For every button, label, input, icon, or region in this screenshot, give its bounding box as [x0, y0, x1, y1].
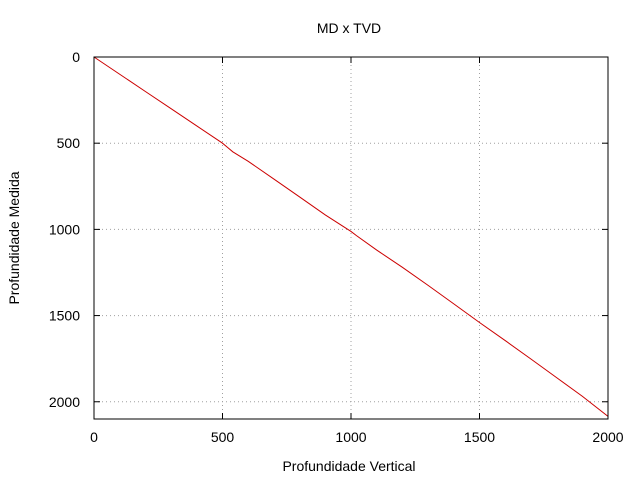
- y-tick-label: 1500: [49, 308, 80, 324]
- x-axis-label: Profundidade Vertical: [282, 458, 415, 474]
- y-axis-label: Profundidade Medida: [6, 171, 22, 304]
- x-tick-label: 500: [211, 429, 235, 445]
- chart-title: MD x TVD: [317, 20, 381, 36]
- y-tick-label: 1000: [49, 221, 80, 237]
- x-tick-label: 1000: [335, 429, 366, 445]
- tick-layer: 0 500 1000 1500 2000 0 500 1000 1500 2000: [49, 49, 624, 445]
- x-tick-label: 0: [90, 429, 98, 445]
- y-tick-label: 2000: [49, 394, 80, 410]
- series-layer: [93, 56, 609, 417]
- series-line-0: [93, 56, 609, 417]
- x-tick-label: 2000: [592, 429, 623, 445]
- grid-layer: [94, 57, 608, 419]
- y-tick-label: 500: [57, 135, 81, 151]
- x-tick-label: 1500: [464, 429, 495, 445]
- y-tick-label: 0: [72, 49, 80, 65]
